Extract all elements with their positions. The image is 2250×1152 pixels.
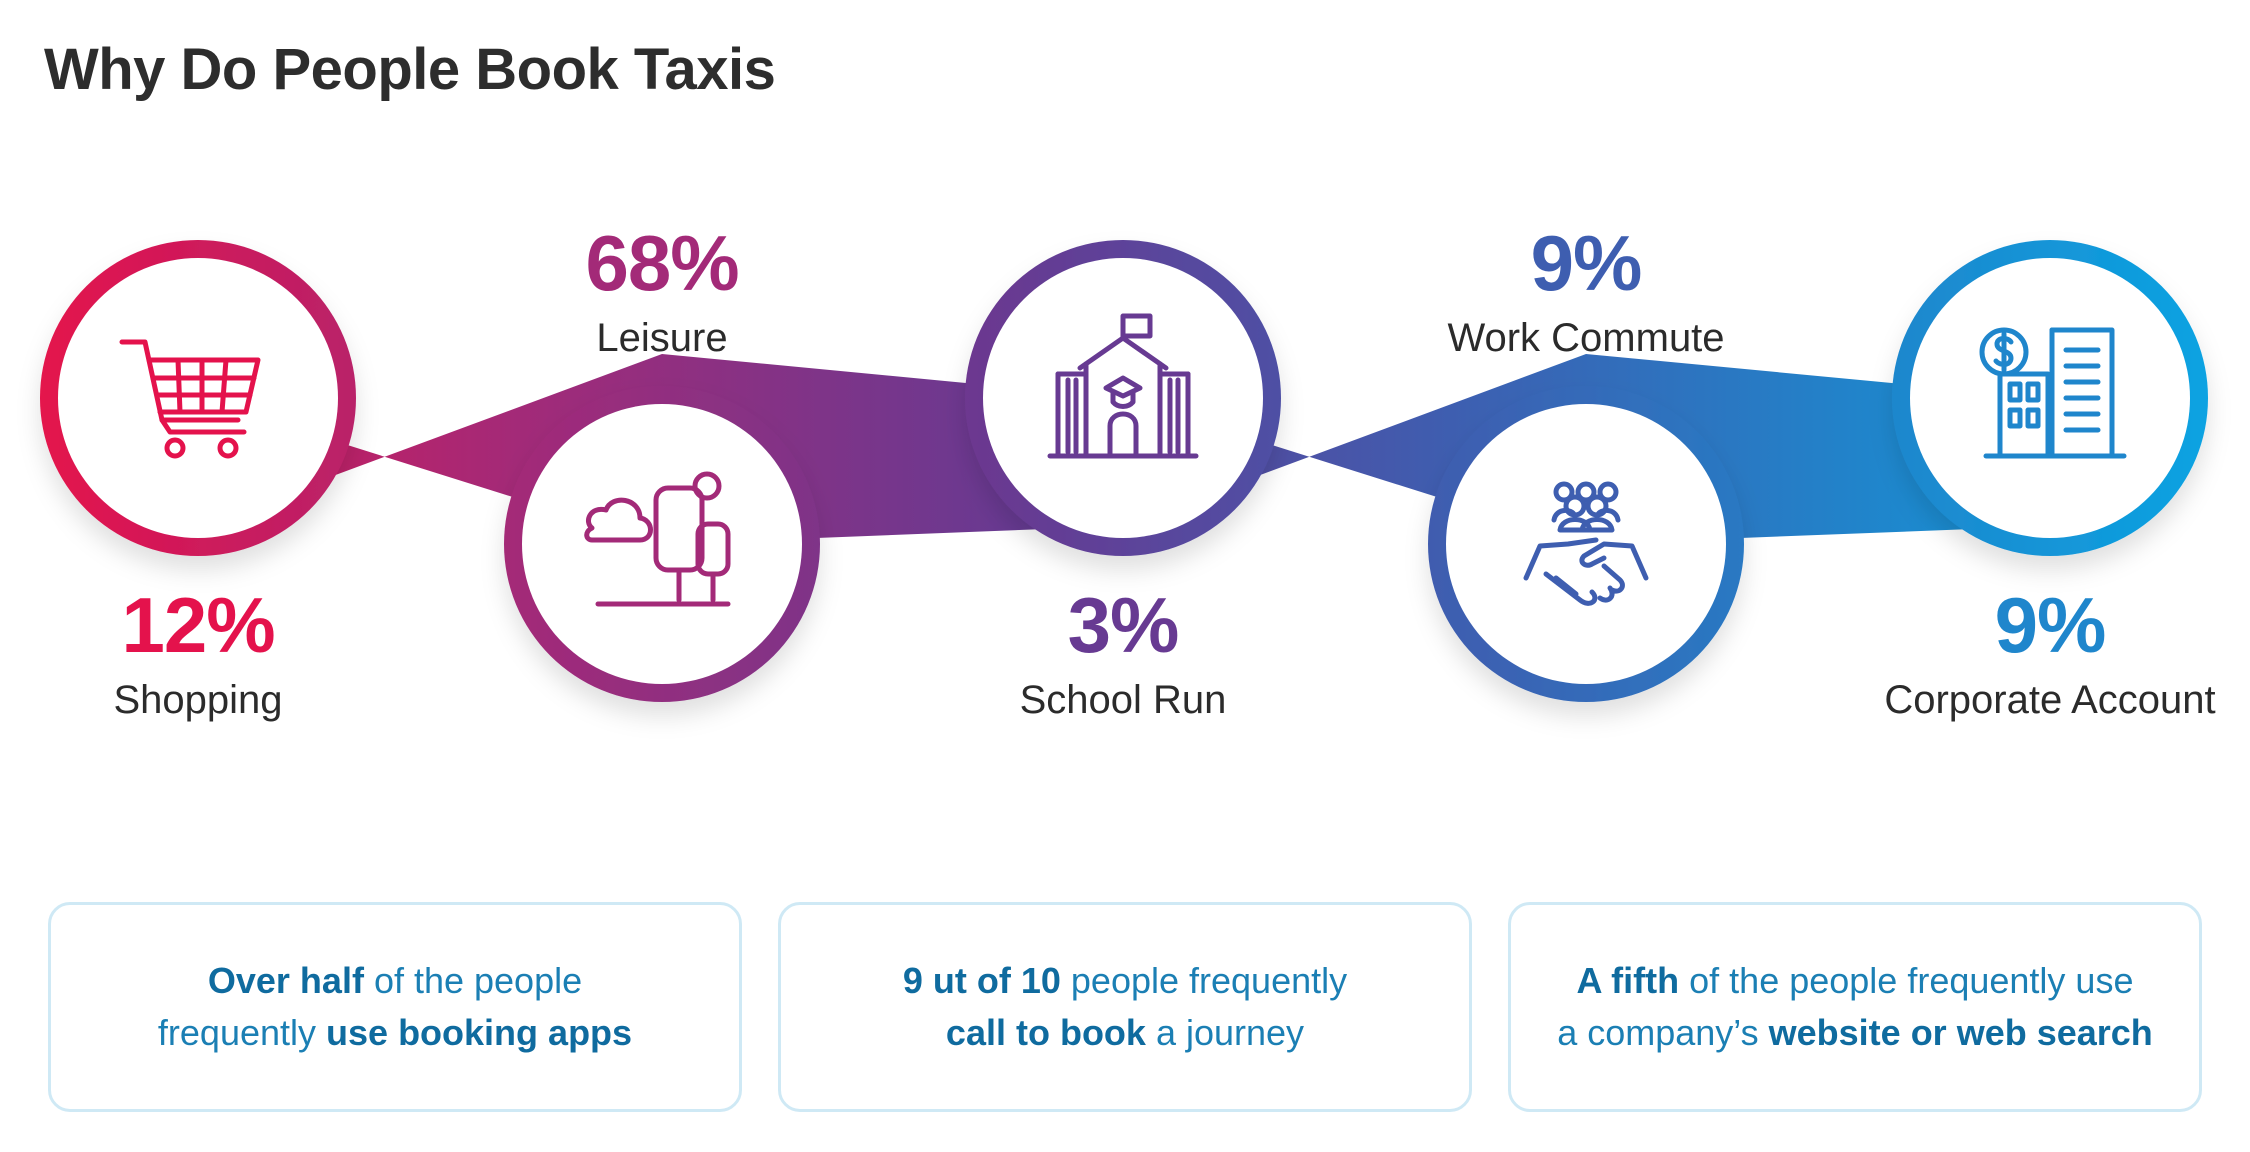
- stat-work-commute: 9% Work Commute: [1396, 224, 1776, 360]
- stat-corporate-account: 9% Corporate Account: [1860, 586, 2240, 722]
- stat-school-run: 3% School Run: [933, 586, 1313, 722]
- info-line-1: 9 ut of 10 people frequently: [903, 955, 1347, 1007]
- stat-value: 9%: [1530, 219, 1643, 307]
- shopping-cart-icon: [119, 339, 261, 459]
- info-box-call-to-book: 9 ut of 10 people frequently call to boo…: [778, 902, 1472, 1112]
- info-line-1: Over half of the people: [158, 955, 632, 1007]
- info-text-bold: use booking apps: [326, 1012, 633, 1053]
- info-text-bold: website or web search: [1768, 1012, 2153, 1053]
- info-text: a journey: [1145, 1012, 1305, 1053]
- stat-value: 12%: [121, 581, 275, 669]
- info-line-1: A fifth of the people frequently use: [1557, 955, 2153, 1007]
- info-text: of the people frequently use: [1679, 960, 2134, 1001]
- info-line-2: a company’s website or web search: [1557, 1007, 2153, 1059]
- info-text: people frequently: [1060, 960, 1348, 1001]
- info-text-bold: 9 ut of 10: [902, 960, 1061, 1001]
- info-box-booking-apps: Over half of the people frequently use b…: [48, 902, 742, 1112]
- info-text: a company’s: [1557, 1012, 1769, 1053]
- stat-label: Work Commute: [1447, 316, 1725, 360]
- stat-value: 9%: [1994, 581, 2107, 669]
- stat-value: 68%: [585, 219, 739, 307]
- stat-leisure: 68% Leisure: [472, 224, 852, 360]
- stat-value: 3%: [1067, 581, 1180, 669]
- stat-shopping: 12% Shopping: [8, 586, 388, 722]
- stat-label: School Run: [1019, 678, 1227, 722]
- info-text-bold: call to book: [945, 1012, 1146, 1053]
- info-text-bold: A fifth: [1576, 960, 1680, 1001]
- info-text: frequently: [157, 1012, 327, 1053]
- info-text: of the people: [363, 960, 583, 1001]
- info-line-2: call to book a journey: [903, 1007, 1347, 1059]
- handshake-team-icon: [1523, 481, 1649, 606]
- stat-label: Shopping: [113, 678, 283, 722]
- info-line-2: frequently use booking apps: [158, 1007, 632, 1059]
- stat-label: Corporate Account: [1884, 678, 2216, 722]
- corporate-building-icon: [1979, 327, 2127, 459]
- park-tree-icon: [584, 471, 731, 607]
- stat-label: Leisure: [596, 316, 728, 360]
- info-box-website-search: A fifth of the people frequently use a c…: [1508, 902, 2202, 1112]
- school-building-icon: [1047, 313, 1199, 459]
- page-title: Why Do People Book Taxis: [44, 37, 776, 102]
- info-text-bold: Over half: [207, 960, 364, 1001]
